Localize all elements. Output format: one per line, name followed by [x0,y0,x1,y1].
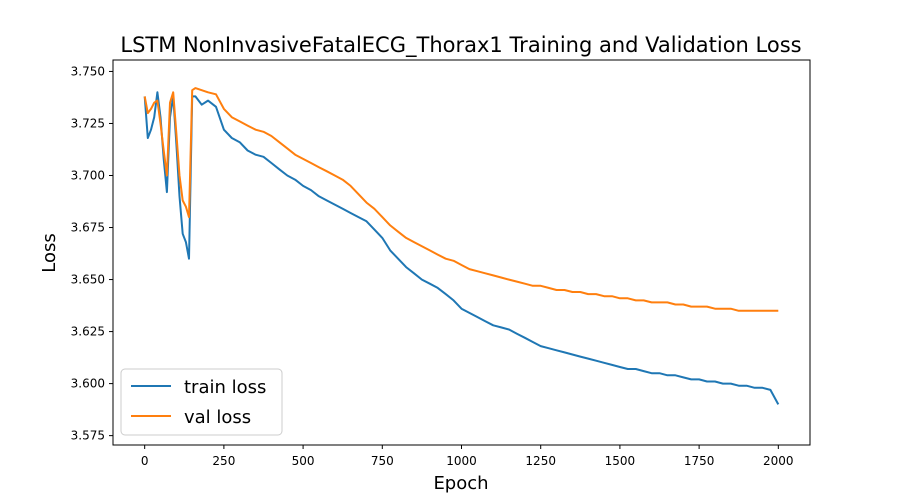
y-tick-label: 3.575 [71,429,105,443]
legend-label-val-loss: val loss [184,407,251,428]
x-tick-label: 1750 [684,454,715,468]
y-tick-label: 3.675 [71,221,105,235]
legend: train loss val loss [120,368,283,436]
y-axis-label: Loss [39,233,60,272]
y-tick-label: 3.600 [71,377,105,391]
x-ticks: 0 250 500 750 1000 1250 1500 1750 2000 [141,445,794,468]
x-tick-label: 250 [212,454,235,468]
legend-label-train-loss: train loss [184,377,266,398]
series-layer [143,87,780,405]
x-tick-label: 1000 [446,454,477,468]
y-ticks: 3.575 3.600 3.625 3.650 3.675 3.700 3.725 3.750 [71,64,113,443]
y-tick-label: 3.625 [71,325,105,339]
y-tick-label: 3.650 [71,273,105,287]
chart-title: LSTM NonInvasiveFatalECG_Thorax1 Trainin… [120,33,801,58]
x-tick-label: 1250 [525,454,556,468]
y-tick-label: 3.700 [71,169,105,183]
x-axis-label: Epoch [433,473,488,494]
x-tick-label: 1500 [605,454,636,468]
x-tick-label: 2000 [763,454,794,468]
x-tick-label: 0 [141,454,149,468]
x-tick-label: 750 [371,454,394,468]
y-tick-label: 3.750 [71,64,105,78]
x-tick-label: 500 [292,454,315,468]
y-tick-label: 3.725 [71,116,105,130]
series-line-val-loss [143,87,779,312]
